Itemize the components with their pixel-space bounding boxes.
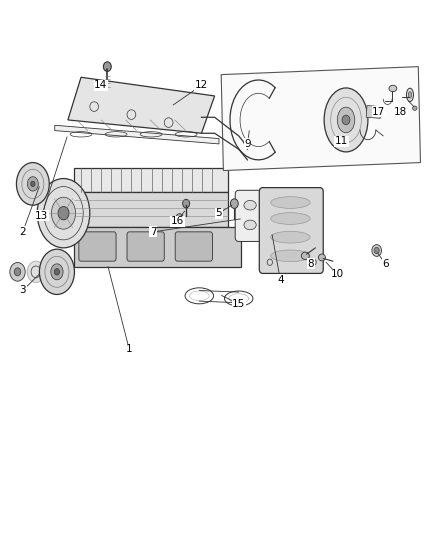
Polygon shape bbox=[55, 125, 219, 144]
Text: 14: 14 bbox=[94, 80, 107, 90]
Ellipse shape bbox=[17, 163, 49, 205]
Ellipse shape bbox=[244, 200, 256, 210]
Ellipse shape bbox=[301, 252, 309, 260]
Ellipse shape bbox=[271, 231, 310, 243]
Text: 16: 16 bbox=[171, 216, 184, 226]
Ellipse shape bbox=[372, 245, 381, 256]
Text: 12: 12 bbox=[195, 80, 208, 90]
Text: 18: 18 bbox=[394, 107, 407, 117]
Ellipse shape bbox=[54, 269, 60, 275]
Text: 10: 10 bbox=[331, 270, 344, 279]
Ellipse shape bbox=[318, 254, 325, 261]
Ellipse shape bbox=[408, 92, 412, 98]
Ellipse shape bbox=[244, 220, 256, 230]
Ellipse shape bbox=[406, 88, 413, 102]
Text: 9: 9 bbox=[244, 139, 251, 149]
Ellipse shape bbox=[324, 88, 368, 152]
Ellipse shape bbox=[51, 197, 75, 229]
Text: 6: 6 bbox=[382, 259, 389, 269]
Ellipse shape bbox=[10, 263, 25, 281]
Ellipse shape bbox=[271, 197, 310, 208]
Text: 15: 15 bbox=[232, 299, 245, 309]
Polygon shape bbox=[366, 106, 381, 118]
Polygon shape bbox=[74, 227, 241, 266]
Ellipse shape bbox=[31, 181, 35, 187]
Ellipse shape bbox=[271, 213, 310, 224]
Ellipse shape bbox=[27, 177, 39, 191]
Ellipse shape bbox=[413, 106, 417, 110]
Text: 4: 4 bbox=[277, 275, 284, 285]
Ellipse shape bbox=[342, 115, 350, 125]
Text: 3: 3 bbox=[19, 286, 26, 295]
Ellipse shape bbox=[39, 249, 74, 294]
FancyBboxPatch shape bbox=[235, 190, 265, 241]
Text: 11: 11 bbox=[335, 136, 348, 146]
FancyBboxPatch shape bbox=[175, 232, 212, 261]
Text: 2: 2 bbox=[19, 227, 26, 237]
Text: 5: 5 bbox=[215, 208, 223, 218]
Ellipse shape bbox=[14, 268, 21, 276]
Text: 13: 13 bbox=[35, 211, 48, 221]
FancyBboxPatch shape bbox=[259, 188, 323, 273]
Ellipse shape bbox=[374, 247, 379, 254]
Ellipse shape bbox=[27, 261, 45, 282]
Ellipse shape bbox=[58, 206, 69, 220]
Polygon shape bbox=[68, 77, 215, 133]
Text: 17: 17 bbox=[372, 107, 385, 117]
FancyBboxPatch shape bbox=[127, 232, 164, 261]
Ellipse shape bbox=[389, 85, 397, 92]
Text: 7: 7 bbox=[150, 227, 157, 237]
Text: 1: 1 bbox=[126, 344, 133, 354]
Ellipse shape bbox=[37, 179, 90, 248]
Ellipse shape bbox=[230, 199, 238, 208]
Ellipse shape bbox=[103, 62, 111, 71]
Ellipse shape bbox=[51, 264, 63, 280]
Polygon shape bbox=[74, 192, 228, 227]
Text: 8: 8 bbox=[307, 259, 314, 269]
Ellipse shape bbox=[176, 214, 184, 223]
FancyBboxPatch shape bbox=[79, 232, 116, 261]
Polygon shape bbox=[221, 67, 420, 171]
Ellipse shape bbox=[243, 146, 252, 163]
Ellipse shape bbox=[337, 107, 355, 133]
Ellipse shape bbox=[271, 250, 310, 262]
Ellipse shape bbox=[183, 199, 190, 208]
Polygon shape bbox=[74, 168, 228, 192]
